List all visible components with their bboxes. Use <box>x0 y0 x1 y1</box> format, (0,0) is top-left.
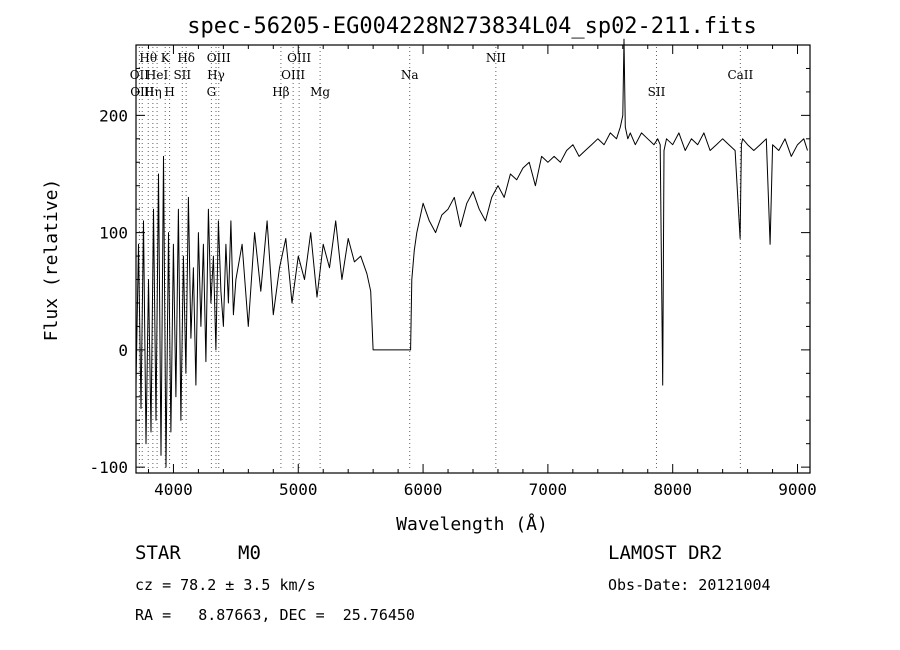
observation-date: Obs-Date: 20121004 <box>608 576 771 594</box>
marker-label: Mg <box>310 85 330 99</box>
marker-label: Hη <box>144 85 162 99</box>
marker-label: NII <box>486 51 506 65</box>
marker-label: H <box>164 85 174 99</box>
spectrum-line <box>135 38 808 468</box>
marker-label: OIII <box>287 51 311 65</box>
y-tick-label: 200 <box>99 106 128 125</box>
x-axis-label: Wavelength (Å) <box>396 513 548 535</box>
marker-label: Na <box>401 68 419 82</box>
y-tick-label: -100 <box>89 458 128 477</box>
y-tick-label: 100 <box>99 224 128 243</box>
marker-label: Hδ <box>177 51 195 65</box>
marker-label: Hγ <box>207 68 225 82</box>
redshift-value: cz = 78.2 ± 3.5 km/s <box>135 576 316 594</box>
x-tick-label: 9000 <box>778 480 817 499</box>
marker-label: Hβ <box>272 85 289 99</box>
coordinates: RA = 8.87663, DEC = 25.76450 <box>135 606 415 624</box>
survey-name: LAMOST DR2 <box>608 542 723 564</box>
marker-label: K <box>161 51 171 65</box>
y-axis-label: Flux (relative) <box>41 179 62 342</box>
x-tick-label: 8000 <box>653 480 692 499</box>
x-tick-label: 4000 <box>154 480 193 499</box>
marker-label: Hθ <box>139 51 157 65</box>
y-tick-label: 0 <box>118 341 128 360</box>
series-layer <box>135 38 808 468</box>
marker-label: SII <box>173 68 191 82</box>
x-tick-label: 6000 <box>404 480 443 499</box>
axis-ticks: 4000 5000 6000 7000 8000 9000 -100 0 100 200 <box>89 45 817 499</box>
marker-label: OII <box>130 68 150 82</box>
marker-label: OIII <box>207 51 231 65</box>
line-markers: OIIOIIIHθHηHeIKHSIIHδGHγOIIIHβOIIIOIIIMg… <box>130 47 754 471</box>
object-class: STAR <box>135 542 181 564</box>
object-subclass: M0 <box>238 542 261 564</box>
marker-label: G <box>207 85 217 99</box>
marker-label: OIII <box>281 68 305 82</box>
marker-label: CaII <box>727 68 753 82</box>
x-tick-label: 5000 <box>279 480 318 499</box>
marker-label: SII <box>648 85 666 99</box>
plot-frame <box>135 44 811 474</box>
chart-title: spec-56205-EG004228N273834L04_sp02-211.f… <box>187 14 757 39</box>
marker-label: HeI <box>146 68 169 82</box>
x-tick-label: 7000 <box>529 480 568 499</box>
